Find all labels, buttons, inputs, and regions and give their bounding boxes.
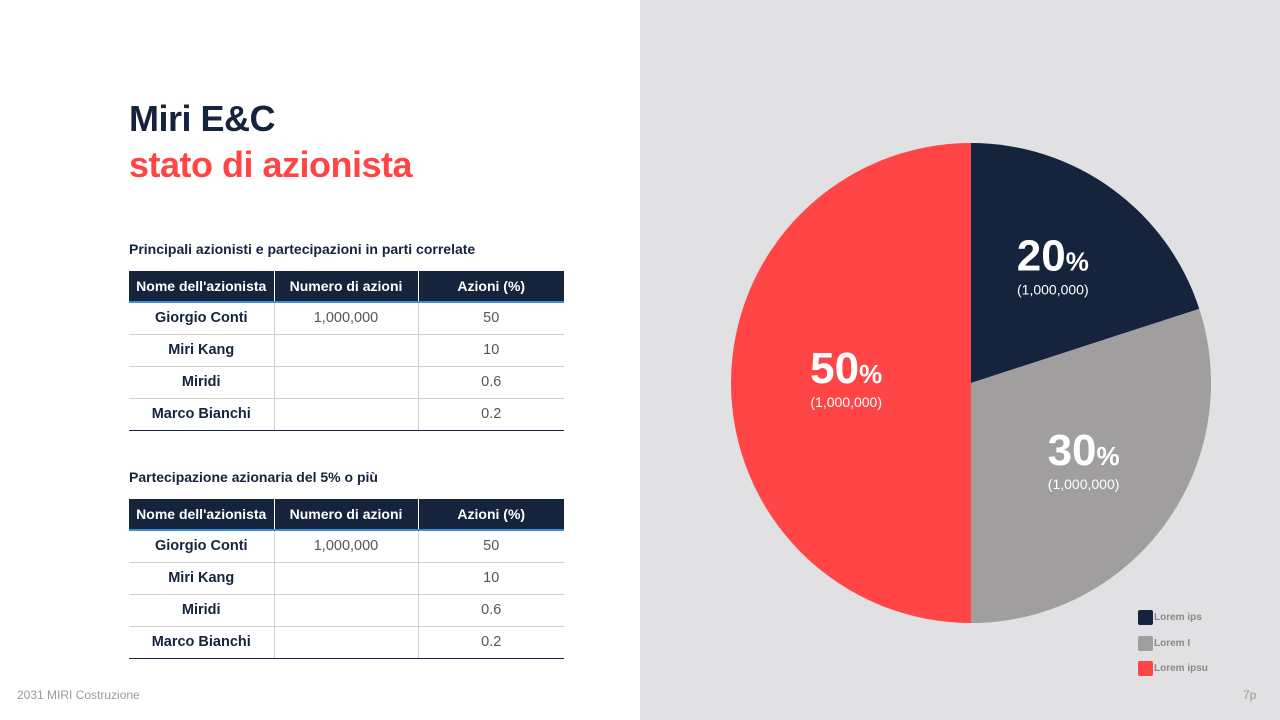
cell-shares — [273, 562, 418, 595]
cell-name: Marco Bianchi — [129, 398, 274, 431]
cell-shares — [273, 398, 418, 431]
column-header-percent: Azioni (%) — [417, 271, 564, 303]
table-header-row: Nome dell'azionista Numero di azioni Azi… — [129, 499, 564, 531]
footer-company: 2031 MIRI Costruzione — [17, 688, 140, 702]
cell-percent: 10 — [417, 562, 564, 595]
table2-caption: Partecipazione azionaria del 5% o più — [129, 469, 378, 485]
column-header-shares: Numero di azioni — [273, 271, 418, 303]
slice-percent-label: 20% — [1017, 231, 1089, 280]
cell-percent: 0.2 — [417, 626, 564, 659]
shareholder-table-2: Nome dell'azionista Numero di azioni Azi… — [129, 499, 564, 659]
legend-swatch — [1138, 610, 1153, 626]
slice-value-label: (1,000,000) — [810, 394, 882, 410]
legend-label: Lorem I — [1154, 637, 1191, 649]
column-header-name: Nome dell'azionista — [129, 499, 274, 531]
cell-shares — [273, 366, 418, 399]
table-row: Marco Bianchi 0.2 — [129, 398, 564, 431]
page-subtitle: stato di azionista — [129, 144, 413, 185]
table1-caption: Principali azionisti e partecipazioni in… — [129, 241, 476, 257]
shareholder-table-1: Nome dell'azionista Numero di azioni Azi… — [129, 271, 564, 431]
cell-percent: 0.6 — [417, 366, 564, 399]
table-row: Miridi 0.6 — [129, 594, 564, 627]
legend-item: Lorem ips — [1138, 605, 1208, 631]
cell-name: Miridi — [129, 366, 274, 399]
pie-chart: 20%(1,000,000)30%(1,000,000)50%(1,000,00… — [731, 143, 1211, 623]
legend-label: Lorem ipsu — [1154, 663, 1208, 675]
column-header-name: Nome dell'azionista — [129, 271, 274, 303]
table-row: Miri Kang 10 — [129, 562, 564, 595]
cell-shares: 1,000,000 — [273, 530, 418, 563]
chart-legend: Lorem ips Lorem I Lorem ipsu — [1138, 605, 1208, 682]
table-row: Miridi 0.6 — [129, 366, 564, 399]
table-row: Marco Bianchi 0.2 — [129, 626, 564, 659]
cell-shares — [273, 334, 418, 367]
legend-swatch — [1138, 635, 1153, 651]
page-title: Miri E&C — [129, 98, 276, 139]
legend-label: Lorem ips — [1154, 612, 1202, 624]
cell-percent: 10 — [417, 334, 564, 367]
cell-percent: 50 — [417, 530, 564, 563]
column-header-percent: Azioni (%) — [417, 499, 564, 531]
pie-slice-2 — [971, 308, 1211, 623]
legend-item: Lorem ipsu — [1138, 656, 1208, 682]
legend-swatch — [1138, 661, 1153, 677]
slice-value-label: (1,000,000) — [1017, 281, 1089, 297]
slice-percent-label: 30% — [1048, 426, 1120, 475]
cell-name: Giorgio Conti — [129, 530, 274, 563]
cell-shares — [273, 626, 418, 659]
left-panel: Miri E&C stato di azionista Principali a… — [17, 98, 564, 702]
cell-name: Giorgio Conti — [129, 302, 274, 335]
cell-name: Miridi — [129, 594, 274, 627]
slice-percent-label: 50% — [810, 344, 882, 393]
cell-shares: 1,000,000 — [273, 302, 418, 335]
slice-value-label: (1,000,000) — [1048, 476, 1120, 492]
legend-item: Lorem I — [1138, 631, 1208, 657]
cell-name: Miri Kang — [129, 334, 274, 367]
cell-shares — [273, 594, 418, 627]
column-header-shares: Numero di azioni — [273, 499, 418, 531]
table-row: Giorgio Conti 1,000,000 50 — [129, 530, 564, 563]
cell-percent: 50 — [417, 302, 564, 335]
pie-slice-3 — [731, 143, 971, 623]
table-header-row: Nome dell'azionista Numero di azioni Azi… — [129, 271, 564, 303]
table-row: Miri Kang 10 — [129, 334, 564, 367]
pie-slice-1 — [971, 143, 1200, 383]
cell-percent: 0.2 — [417, 398, 564, 431]
cell-name: Miri Kang — [129, 562, 274, 595]
cell-name: Marco Bianchi — [129, 626, 274, 659]
cell-percent: 0.6 — [417, 594, 564, 627]
table-row: Giorgio Conti 1,000,000 50 — [129, 302, 564, 335]
page-number: 7p — [1243, 688, 1257, 702]
